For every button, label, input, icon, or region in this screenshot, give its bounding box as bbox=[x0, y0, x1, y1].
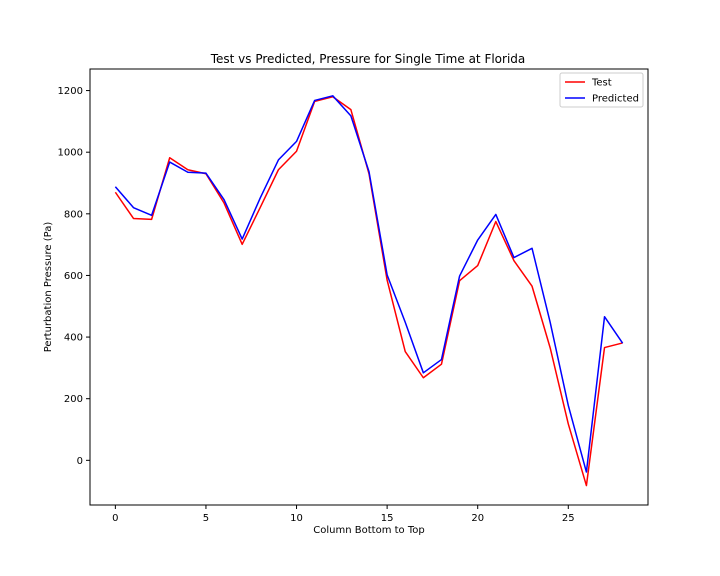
legend-label-test: Test bbox=[591, 78, 612, 89]
x-tick-label: 0 bbox=[112, 513, 118, 524]
y-axis-label: Perturbation Pressure (Pa) bbox=[43, 222, 54, 353]
x-tick-label: 20 bbox=[471, 513, 484, 524]
legend-label-predicted: Predicted bbox=[592, 94, 639, 105]
series-line-predicted bbox=[114, 95, 624, 473]
y-tick-label: 1000 bbox=[58, 148, 83, 159]
x-axis-label: Column Bottom to Top bbox=[313, 525, 424, 536]
series-layer bbox=[114, 95, 624, 487]
x-tick-label: 5 bbox=[203, 513, 209, 524]
y-tick-label: 0 bbox=[77, 456, 83, 467]
x-tick-label: 25 bbox=[562, 513, 575, 524]
y-tick-label: 400 bbox=[64, 333, 83, 344]
legend: Test Predicted bbox=[559, 72, 644, 108]
x-tick-label: 10 bbox=[290, 513, 303, 524]
y-tick-label: 200 bbox=[64, 394, 83, 405]
y-tick-label: 1200 bbox=[58, 86, 83, 97]
y-axis: 0 200 400 600 800 1000 1200 bbox=[58, 86, 90, 467]
x-tick-label: 15 bbox=[381, 513, 394, 524]
x-axis: 0 5 10 15 20 25 bbox=[112, 505, 575, 524]
y-tick-label: 800 bbox=[64, 209, 83, 220]
plot-area-frame bbox=[89, 68, 649, 506]
y-tick-label: 600 bbox=[64, 271, 83, 282]
chart-title: Test vs Predicted, Pressure for Single T… bbox=[210, 52, 526, 66]
